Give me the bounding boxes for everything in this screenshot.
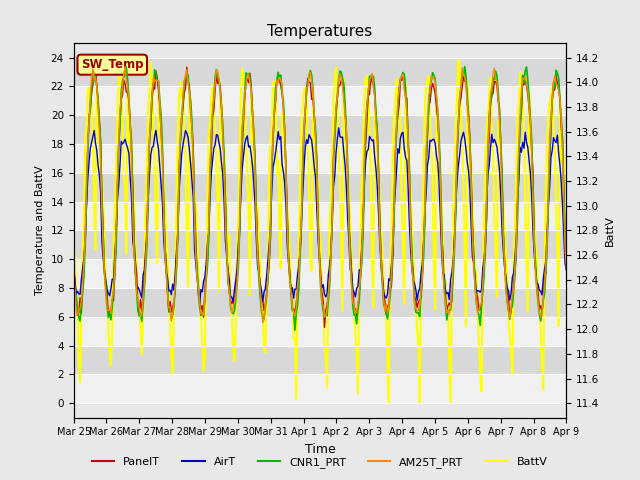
Text: SW_Temp: SW_Temp — [81, 58, 143, 71]
Bar — [74, 230, 566, 259]
Y-axis label: BattV: BattV — [605, 215, 615, 246]
Bar — [74, 115, 566, 144]
Y-axis label: Temperature and BattV: Temperature and BattV — [35, 166, 45, 295]
Bar — [74, 346, 566, 374]
Bar — [74, 259, 566, 288]
Bar — [74, 317, 566, 346]
Legend: PanelT, AirT, CNR1_PRT, AM25T_PRT, BattV: PanelT, AirT, CNR1_PRT, AM25T_PRT, BattV — [88, 452, 552, 472]
Bar — [74, 288, 566, 317]
Bar — [74, 144, 566, 173]
Title: Temperatures: Temperatures — [268, 24, 372, 39]
Bar — [74, 202, 566, 230]
Bar — [74, 86, 566, 115]
Bar — [74, 173, 566, 202]
Bar — [74, 58, 566, 86]
X-axis label: Time: Time — [305, 443, 335, 456]
Bar — [74, 374, 566, 403]
